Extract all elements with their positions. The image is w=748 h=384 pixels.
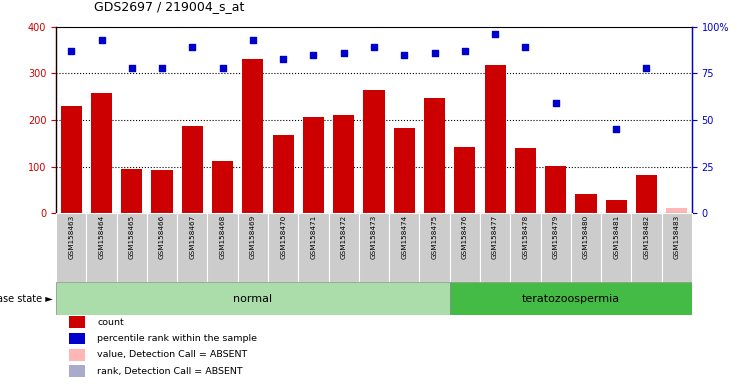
Bar xyxy=(328,213,359,282)
Text: GSM158475: GSM158475 xyxy=(432,215,438,260)
Bar xyxy=(69,316,85,328)
Point xyxy=(307,52,319,58)
Text: disease state ►: disease state ► xyxy=(0,293,52,304)
Point xyxy=(459,48,470,54)
Bar xyxy=(151,170,173,213)
Bar xyxy=(480,213,510,282)
Text: GSM158466: GSM158466 xyxy=(159,215,165,260)
Text: GSM158463: GSM158463 xyxy=(68,215,74,260)
Text: GSM158480: GSM158480 xyxy=(583,215,589,260)
Bar xyxy=(541,213,571,282)
Bar xyxy=(238,213,268,282)
Bar xyxy=(121,169,142,213)
Point xyxy=(489,31,501,37)
Bar xyxy=(545,166,566,213)
Bar xyxy=(182,126,203,213)
Point xyxy=(398,52,410,58)
Bar xyxy=(666,207,687,213)
Bar xyxy=(56,282,450,315)
Bar xyxy=(510,213,541,282)
Bar xyxy=(389,213,420,282)
Point xyxy=(96,37,108,43)
Bar xyxy=(207,213,238,282)
Text: GSM158483: GSM158483 xyxy=(674,215,680,260)
Point xyxy=(217,65,229,71)
Bar xyxy=(272,135,294,213)
Bar xyxy=(298,213,328,282)
Bar xyxy=(117,213,147,282)
Bar xyxy=(69,365,85,377)
Bar xyxy=(420,213,450,282)
Bar xyxy=(450,213,480,282)
Point xyxy=(519,44,531,50)
Text: GSM158476: GSM158476 xyxy=(462,215,468,260)
Text: GSM158473: GSM158473 xyxy=(371,215,377,260)
Bar xyxy=(333,115,355,213)
Bar xyxy=(450,282,692,315)
Bar xyxy=(359,213,389,282)
Bar xyxy=(393,128,415,213)
Text: GSM158468: GSM158468 xyxy=(220,215,226,260)
Text: GSM158464: GSM158464 xyxy=(99,215,105,260)
Point xyxy=(247,37,259,43)
Text: GSM158477: GSM158477 xyxy=(492,215,498,260)
Text: GSM158474: GSM158474 xyxy=(401,215,407,260)
Bar xyxy=(69,333,85,344)
Bar xyxy=(86,213,117,282)
Point xyxy=(550,100,562,106)
Text: value, Detection Call = ABSENT: value, Detection Call = ABSENT xyxy=(97,350,248,359)
Point xyxy=(610,126,622,132)
Bar xyxy=(147,213,177,282)
Bar xyxy=(303,117,324,213)
Text: GSM158465: GSM158465 xyxy=(129,215,135,260)
Point xyxy=(186,44,198,50)
Text: GSM158472: GSM158472 xyxy=(341,215,347,260)
Bar xyxy=(636,175,657,213)
Text: GSM158479: GSM158479 xyxy=(553,215,559,260)
Bar xyxy=(601,213,631,282)
Bar xyxy=(268,213,298,282)
Bar xyxy=(662,213,692,282)
Text: GDS2697 / 219004_s_at: GDS2697 / 219004_s_at xyxy=(94,0,244,13)
Text: teratozoospermia: teratozoospermia xyxy=(522,293,620,304)
Point xyxy=(338,50,350,56)
Bar xyxy=(212,161,233,213)
Bar xyxy=(56,213,86,282)
Bar xyxy=(424,98,445,213)
Bar xyxy=(631,213,662,282)
Text: GSM158470: GSM158470 xyxy=(280,215,286,260)
Bar xyxy=(91,93,112,213)
Point xyxy=(278,55,289,61)
Bar xyxy=(61,106,82,213)
Text: percentile rank within the sample: percentile rank within the sample xyxy=(97,334,257,343)
Text: GSM158478: GSM158478 xyxy=(522,215,528,260)
Point xyxy=(65,48,77,54)
Point xyxy=(429,50,441,56)
Bar xyxy=(69,349,85,361)
Text: GSM158467: GSM158467 xyxy=(189,215,195,260)
Bar xyxy=(242,60,263,213)
Point xyxy=(126,65,138,71)
Text: GSM158471: GSM158471 xyxy=(310,215,316,260)
Bar xyxy=(571,213,601,282)
Text: GSM158482: GSM158482 xyxy=(643,215,649,260)
Bar xyxy=(177,213,207,282)
Text: GSM158481: GSM158481 xyxy=(613,215,619,260)
Point xyxy=(640,65,652,71)
Text: rank, Detection Call = ABSENT: rank, Detection Call = ABSENT xyxy=(97,366,243,376)
Text: GSM158469: GSM158469 xyxy=(250,215,256,260)
Bar xyxy=(485,65,506,213)
Bar xyxy=(606,200,627,213)
Bar xyxy=(575,194,596,213)
Point xyxy=(368,44,380,50)
Point xyxy=(156,65,168,71)
Text: normal: normal xyxy=(233,293,272,304)
Text: count: count xyxy=(97,318,124,326)
Bar xyxy=(454,147,476,213)
Bar xyxy=(364,90,384,213)
Bar xyxy=(515,148,536,213)
